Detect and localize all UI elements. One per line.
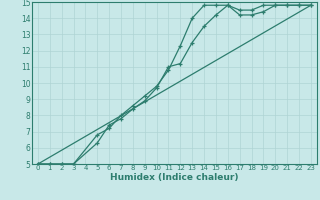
X-axis label: Humidex (Indice chaleur): Humidex (Indice chaleur) <box>110 173 239 182</box>
